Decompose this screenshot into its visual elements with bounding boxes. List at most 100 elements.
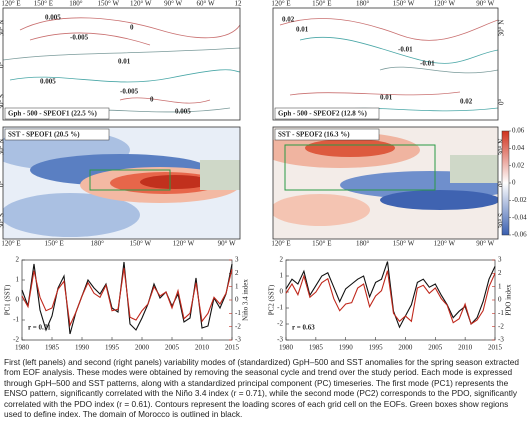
y2-tick-label: 0 [235, 296, 239, 304]
lon-label: 150° E [312, 240, 331, 248]
panel-label-box [274, 107, 380, 120]
lon-label: 120° W [130, 0, 152, 8]
colorbar-tick-label: 0.04 [512, 144, 525, 152]
panel-label: SST - SPEOF1 (20.5 %) [8, 131, 80, 139]
lon-label: 120° E [1, 0, 20, 8]
lon-label: 90° W [164, 0, 182, 8]
lon-label: 120° W [173, 240, 195, 248]
y2-tick-label: 3 [498, 256, 502, 264]
colorbar-tick-label: -0.02 [512, 196, 527, 204]
lon-label: 120° E [271, 0, 290, 8]
lat-label: 30° N [498, 139, 506, 156]
y2-axis-label: Niño 3.4 index [242, 279, 250, 321]
panel-label: Gph - 500 - SPEOF1 (22.5 %) [8, 110, 98, 118]
y-axis-label: PC1 (SST) [4, 284, 12, 315]
x-tick-label: 1985 [45, 344, 60, 352]
contour-label: 0.005 [40, 78, 56, 86]
y-tick-label: -2 [277, 320, 283, 328]
annotation: r = 0.63 [292, 324, 315, 332]
x-tick-label: 1990 [339, 344, 354, 352]
y2-tick-label: -2 [498, 322, 504, 330]
panel-label: SST - SPEOF2 (16.3 %) [278, 131, 350, 139]
colorbar-tick-label: 0 [512, 179, 516, 187]
y-tick-label: -1 [277, 304, 283, 312]
lon-label: 120° E [271, 240, 290, 248]
contour-label: -0.01 [398, 46, 413, 54]
contour-label: -0.01 [420, 60, 435, 68]
panel-label-box [274, 128, 380, 141]
series-line [21, 267, 233, 328]
contour-label: 0 [130, 24, 134, 32]
panel-label-box [4, 107, 110, 120]
contour-label: 0.005 [45, 14, 61, 22]
x-tick-label: 2005 [165, 344, 180, 352]
y-tick-label: 0 [280, 288, 284, 296]
x-tick-label: 2015 [225, 344, 240, 352]
x-tick-label: 1985 [309, 344, 324, 352]
lon-label: 120° W [434, 240, 456, 248]
y-tick-label: -3 [277, 336, 283, 344]
lat-label: 30° S [498, 213, 506, 229]
lon-label: 120° W [434, 0, 456, 8]
contour-label: 0.02 [282, 16, 295, 24]
x-tick-label: 2000 [135, 344, 150, 352]
contour-label: 0.01 [380, 94, 393, 102]
colorbar-tick-label: 0.06 [512, 127, 525, 135]
lon-label: 180° [91, 240, 105, 248]
contour-label: 0.005 [175, 108, 191, 116]
colorbar [501, 130, 510, 236]
lon-label: 150° E [312, 0, 331, 8]
colorbar-tick-label: 0.02 [512, 161, 525, 169]
colorbar-tick-label: -0.04 [512, 213, 527, 221]
x-tick-label: 2010 [458, 344, 473, 352]
lon-label: 150° W [393, 240, 415, 248]
lat-label: 30° N [498, 20, 506, 37]
x-tick-label: 1995 [105, 344, 120, 352]
lon-label: 90° W [476, 240, 494, 248]
lat-label: 30° S [0, 213, 6, 229]
y-tick-label: -1 [13, 316, 19, 324]
lon-label: 120° E [1, 240, 20, 248]
lat-label: 30° N [0, 20, 6, 37]
lon-label: 12 [235, 0, 243, 8]
y2-tick-label: 1 [235, 282, 239, 290]
x-tick-label: 2000 [398, 344, 413, 352]
series-line [285, 261, 496, 329]
x-tick-label: 1980 [15, 344, 30, 352]
lon-label: 150° W [130, 240, 152, 248]
y2-tick-label: -3 [235, 336, 241, 344]
lat-label: 0° [0, 181, 6, 188]
y2-tick-label: 0 [498, 296, 502, 304]
caption: First (left panels) and second (right pa… [4, 357, 519, 420]
y2-tick-label: -1 [498, 309, 504, 317]
lon-label: 90° W [476, 0, 494, 8]
lon-label: 150° E [44, 240, 63, 248]
contour-label: -0.005 [120, 88, 139, 96]
contour-label: 0.01 [296, 26, 309, 34]
figure: 120° E 150° E 180° 150° W 120° W 90° W 60° W 12… [0, 0, 527, 352]
contour-label: 0.02 [460, 98, 473, 106]
contour-label: 0.01 [118, 58, 131, 66]
lon-label: 180° [69, 0, 83, 8]
lat-label: 0° [498, 181, 506, 188]
y2-tick-label: -3 [498, 336, 504, 344]
y2-tick-label: -1 [235, 309, 241, 317]
lon-label: 150° W [393, 0, 415, 8]
lon-label: 180° [356, 240, 370, 248]
y-tick-label: 1 [280, 272, 284, 280]
map-frames [2, 7, 499, 240]
y2-tick-label: 2 [498, 269, 502, 277]
lat-label: 30° S [0, 94, 6, 110]
x-tick-label: 1990 [75, 344, 90, 352]
lon-label: 60° W [197, 0, 215, 8]
lat-label: 0° [0, 62, 6, 69]
series-line [21, 261, 233, 335]
y-axis-label: PC2 (SST) [268, 284, 276, 315]
lat-label: 30° N [0, 139, 6, 156]
x-tick-label: 2010 [195, 344, 210, 352]
y2-tick-label: -2 [235, 322, 241, 330]
lon-label: 150° E [34, 0, 53, 8]
annotation: r = 0.71 [28, 324, 51, 332]
lat-label: 0° [498, 98, 506, 105]
